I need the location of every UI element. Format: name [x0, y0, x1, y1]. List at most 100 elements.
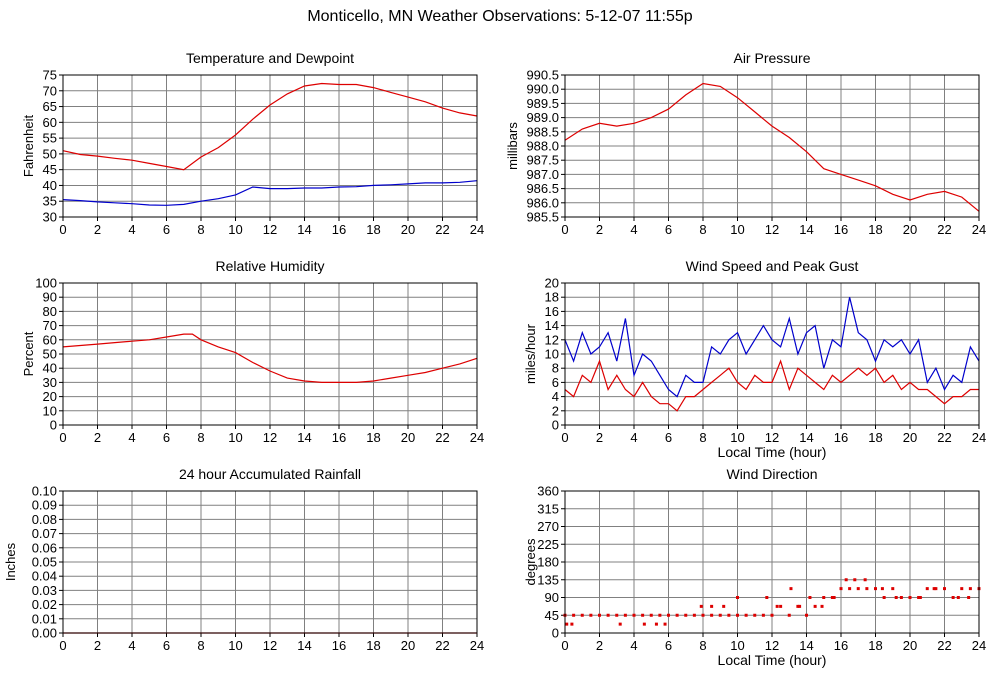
y-tick-label: 50: [43, 146, 57, 161]
chart-title: Temperature and Dewpoint: [186, 50, 354, 66]
x-tick-label: 16: [332, 222, 346, 237]
y-tick-label: 0.03: [32, 583, 57, 598]
x-tick-label: 2: [596, 222, 603, 237]
y-tick-label: 45: [545, 608, 559, 623]
y-tick-label: 20: [545, 276, 559, 291]
y-tick-label: 6: [552, 375, 559, 390]
data-point: [642, 622, 646, 626]
data-point: [932, 587, 936, 591]
y-tick-label: 360: [537, 484, 559, 499]
x-tick-label: 6: [163, 430, 170, 445]
x-tick-label: 22: [937, 222, 951, 237]
y-tick-label: 135: [537, 572, 559, 587]
data-point: [727, 613, 731, 617]
x-tick-label: 0: [561, 430, 568, 445]
y-tick-label: 0: [552, 418, 559, 433]
y-tick-label: 35: [43, 194, 57, 209]
data-point: [798, 604, 802, 608]
y-axis-label: Percent: [21, 331, 36, 376]
data-point: [789, 587, 793, 591]
data-point: [863, 578, 867, 582]
data-point: [623, 613, 627, 617]
x-tick-label: 2: [596, 430, 603, 445]
x-tick-label: 10: [730, 430, 744, 445]
x-tick-label: 6: [665, 430, 672, 445]
x-tick-label: 12: [263, 430, 277, 445]
x-tick-label: 8: [699, 430, 706, 445]
y-tick-label: 65: [43, 99, 57, 114]
x-tick-label: 18: [366, 222, 380, 237]
data-point: [956, 596, 960, 599]
y-axis-label: miles/hour: [523, 323, 538, 384]
series-line-2: [564, 359, 979, 412]
x-tick-label: 16: [834, 638, 848, 653]
x-tick-label: 14: [799, 222, 813, 237]
x-tick-label: 6: [665, 222, 672, 237]
y-tick-label: 90: [545, 590, 559, 605]
data-point: [813, 604, 817, 608]
data-point: [787, 613, 791, 617]
data-point: [839, 587, 843, 591]
plot-frame: [564, 490, 980, 634]
data-point: [692, 613, 696, 617]
data-point: [744, 613, 748, 617]
data-point: [675, 613, 679, 617]
data-point: [736, 596, 739, 599]
data-point: [775, 604, 779, 608]
y-tick-label: 10: [545, 347, 559, 362]
x-tick-label: 6: [163, 638, 170, 653]
y-tick-label: 60: [43, 115, 57, 130]
x-tick-label: 18: [366, 638, 380, 653]
x-tick-label: 24: [972, 222, 986, 237]
y-tick-label: 40: [43, 361, 57, 376]
plot-frame: [62, 490, 478, 634]
x-tick-label: 12: [263, 222, 277, 237]
y-tick-label: 0.05: [32, 555, 57, 570]
data-point: [615, 613, 619, 617]
data-point: [632, 613, 636, 617]
x-tick-label: 20: [903, 430, 917, 445]
y-tick-label: 988.5: [526, 124, 559, 139]
data-point: [736, 613, 739, 617]
x-tick-label: 10: [730, 638, 744, 653]
y-tick-label: 55: [43, 131, 57, 146]
y-tick-label: 30: [43, 210, 57, 225]
data-point: [589, 613, 593, 617]
y-tick-label: 0: [552, 626, 559, 641]
y-tick-label: 986.5: [526, 181, 559, 196]
data-point: [606, 613, 610, 617]
plot-frame: [564, 74, 980, 218]
x-tick-label: 24: [470, 430, 484, 445]
y-tick-label: 75: [43, 68, 57, 83]
y-tick-label: 20: [43, 389, 57, 404]
x-tick-label: 16: [332, 430, 346, 445]
x-tick-label: 2: [94, 638, 101, 653]
data-point: [967, 596, 971, 599]
x-tick-label: 20: [401, 638, 415, 653]
y-tick-label: 225: [537, 537, 559, 552]
data-point: [699, 604, 703, 608]
x-tick-label: 12: [765, 430, 779, 445]
y-tick-label: 989.5: [526, 96, 559, 111]
y-tick-label: 0.00: [32, 626, 57, 641]
x-tick-label: 4: [630, 222, 637, 237]
x-tick-label: 8: [699, 638, 706, 653]
chart-title: 24 hour Accumulated Rainfall: [179, 466, 361, 482]
y-axis-label: Inches: [3, 542, 18, 581]
series-line-1: [564, 297, 980, 398]
y-tick-label: 50: [43, 347, 57, 362]
x-tick-label: 8: [197, 638, 204, 653]
data-point: [565, 622, 569, 626]
data-point: [654, 622, 658, 626]
x-tick-label: 12: [765, 638, 779, 653]
data-point: [960, 587, 964, 591]
x-tick-label: 20: [401, 222, 415, 237]
x-tick-label: 22: [937, 430, 951, 445]
y-tick-label: 8: [552, 361, 559, 376]
x-tick-label: 14: [799, 430, 813, 445]
data-point: [570, 622, 574, 626]
